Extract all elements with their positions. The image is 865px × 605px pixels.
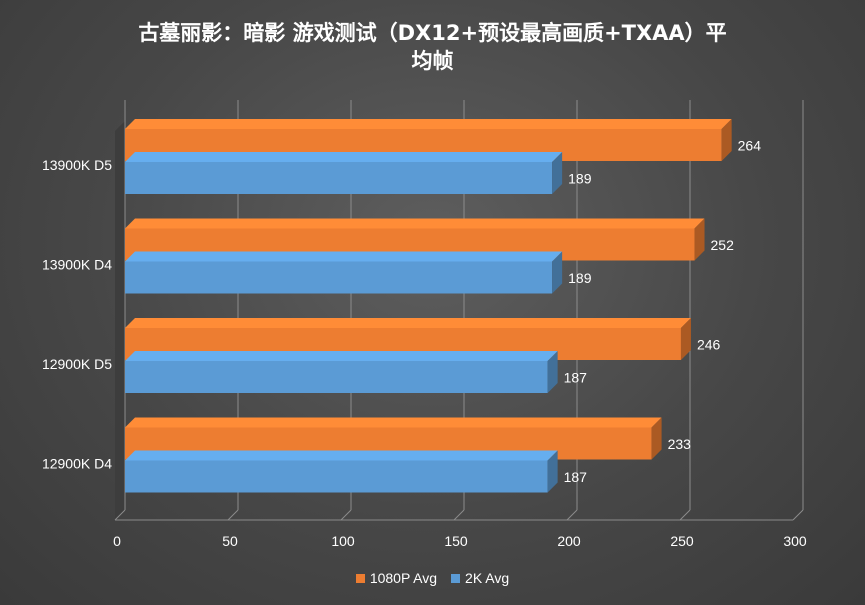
x-tick-label-100: 100 (331, 533, 355, 549)
chart-title-line-1: 古墓丽影：暗影 游戏测试（DX12+预设最高画质+TXAA）平 (138, 21, 727, 45)
category-label-1: 13900K D4 (42, 257, 112, 273)
bar-top-face-3-0 (125, 417, 662, 428)
data-label-2-0: 246 (697, 337, 721, 353)
legend-label-1080p: 1080P Avg (369, 570, 438, 586)
bar-side-face-2-0 (680, 318, 691, 360)
legend: 1080P Avg 2K Avg (0, 570, 865, 586)
data-label-1-0: 252 (711, 237, 735, 253)
bar-12900k-d5-2k (125, 361, 548, 393)
bar-side-face-3-1 (547, 450, 558, 493)
bar-top-face-1-0 (125, 218, 705, 229)
data-label-2-1: 187 (564, 370, 588, 386)
bar-top-face-2-0 (125, 318, 691, 328)
bar-side-face-0-0 (721, 119, 732, 161)
gridline-floor-200 (566, 509, 578, 521)
bar-13900k-d4-2k (125, 261, 553, 294)
x-tick-label-200: 200 (557, 533, 581, 549)
bar-top-face-3-1 (125, 450, 558, 461)
bar-side-face-3-0 (651, 417, 662, 460)
data-label-0-1: 189 (568, 171, 592, 187)
gridline-floor-300 (792, 509, 804, 521)
bar-side-face-1-1 (552, 251, 563, 294)
bar-top-face-2-1 (125, 351, 558, 361)
legend-item-1080p[interactable]: 1080P Avg (355, 570, 438, 586)
bar-13900k-d5-2k (125, 162, 553, 194)
bar-12900k-d4-2k (125, 460, 548, 493)
x-tick-label-50: 50 (222, 533, 238, 549)
gridline-floor-0 (114, 509, 126, 521)
x-tick-label-0: 0 (113, 533, 121, 549)
data-label-3-1: 187 (564, 469, 588, 485)
x-tick-label-150: 150 (444, 533, 468, 549)
bar-top-face-0-0 (125, 119, 732, 129)
bar-top-face-1-1 (125, 251, 563, 262)
gridline-floor-50 (227, 509, 239, 521)
bar-side-face-1-0 (694, 218, 705, 261)
category-label-3: 12900K D4 (42, 456, 112, 472)
chart-title-line-2: 均帧 (411, 49, 454, 73)
data-label-3-0: 233 (668, 436, 692, 452)
gridline-floor-100 (340, 509, 352, 521)
category-label-0: 13900K D5 (42, 157, 112, 173)
bar-side-face-0-1 (552, 152, 563, 194)
x-tick-label-300: 300 (783, 533, 807, 549)
bar-top-face-0-1 (125, 152, 563, 162)
gridline-floor-250 (679, 509, 691, 521)
bar-side-face-2-1 (547, 351, 558, 393)
legend-swatch-1080p (355, 573, 365, 583)
x-tick-label-250: 250 (670, 533, 694, 549)
gridline-floor-150 (453, 509, 465, 521)
left-wall (115, 121, 125, 520)
data-label-0-0: 264 (738, 138, 762, 154)
legend-swatch-2k (451, 573, 461, 583)
category-label-2: 12900K D5 (42, 356, 112, 372)
legend-label-2k: 2K Avg (465, 570, 510, 586)
data-label-1-1: 189 (568, 270, 592, 286)
legend-item-2k[interactable]: 2K Avg (451, 570, 509, 586)
